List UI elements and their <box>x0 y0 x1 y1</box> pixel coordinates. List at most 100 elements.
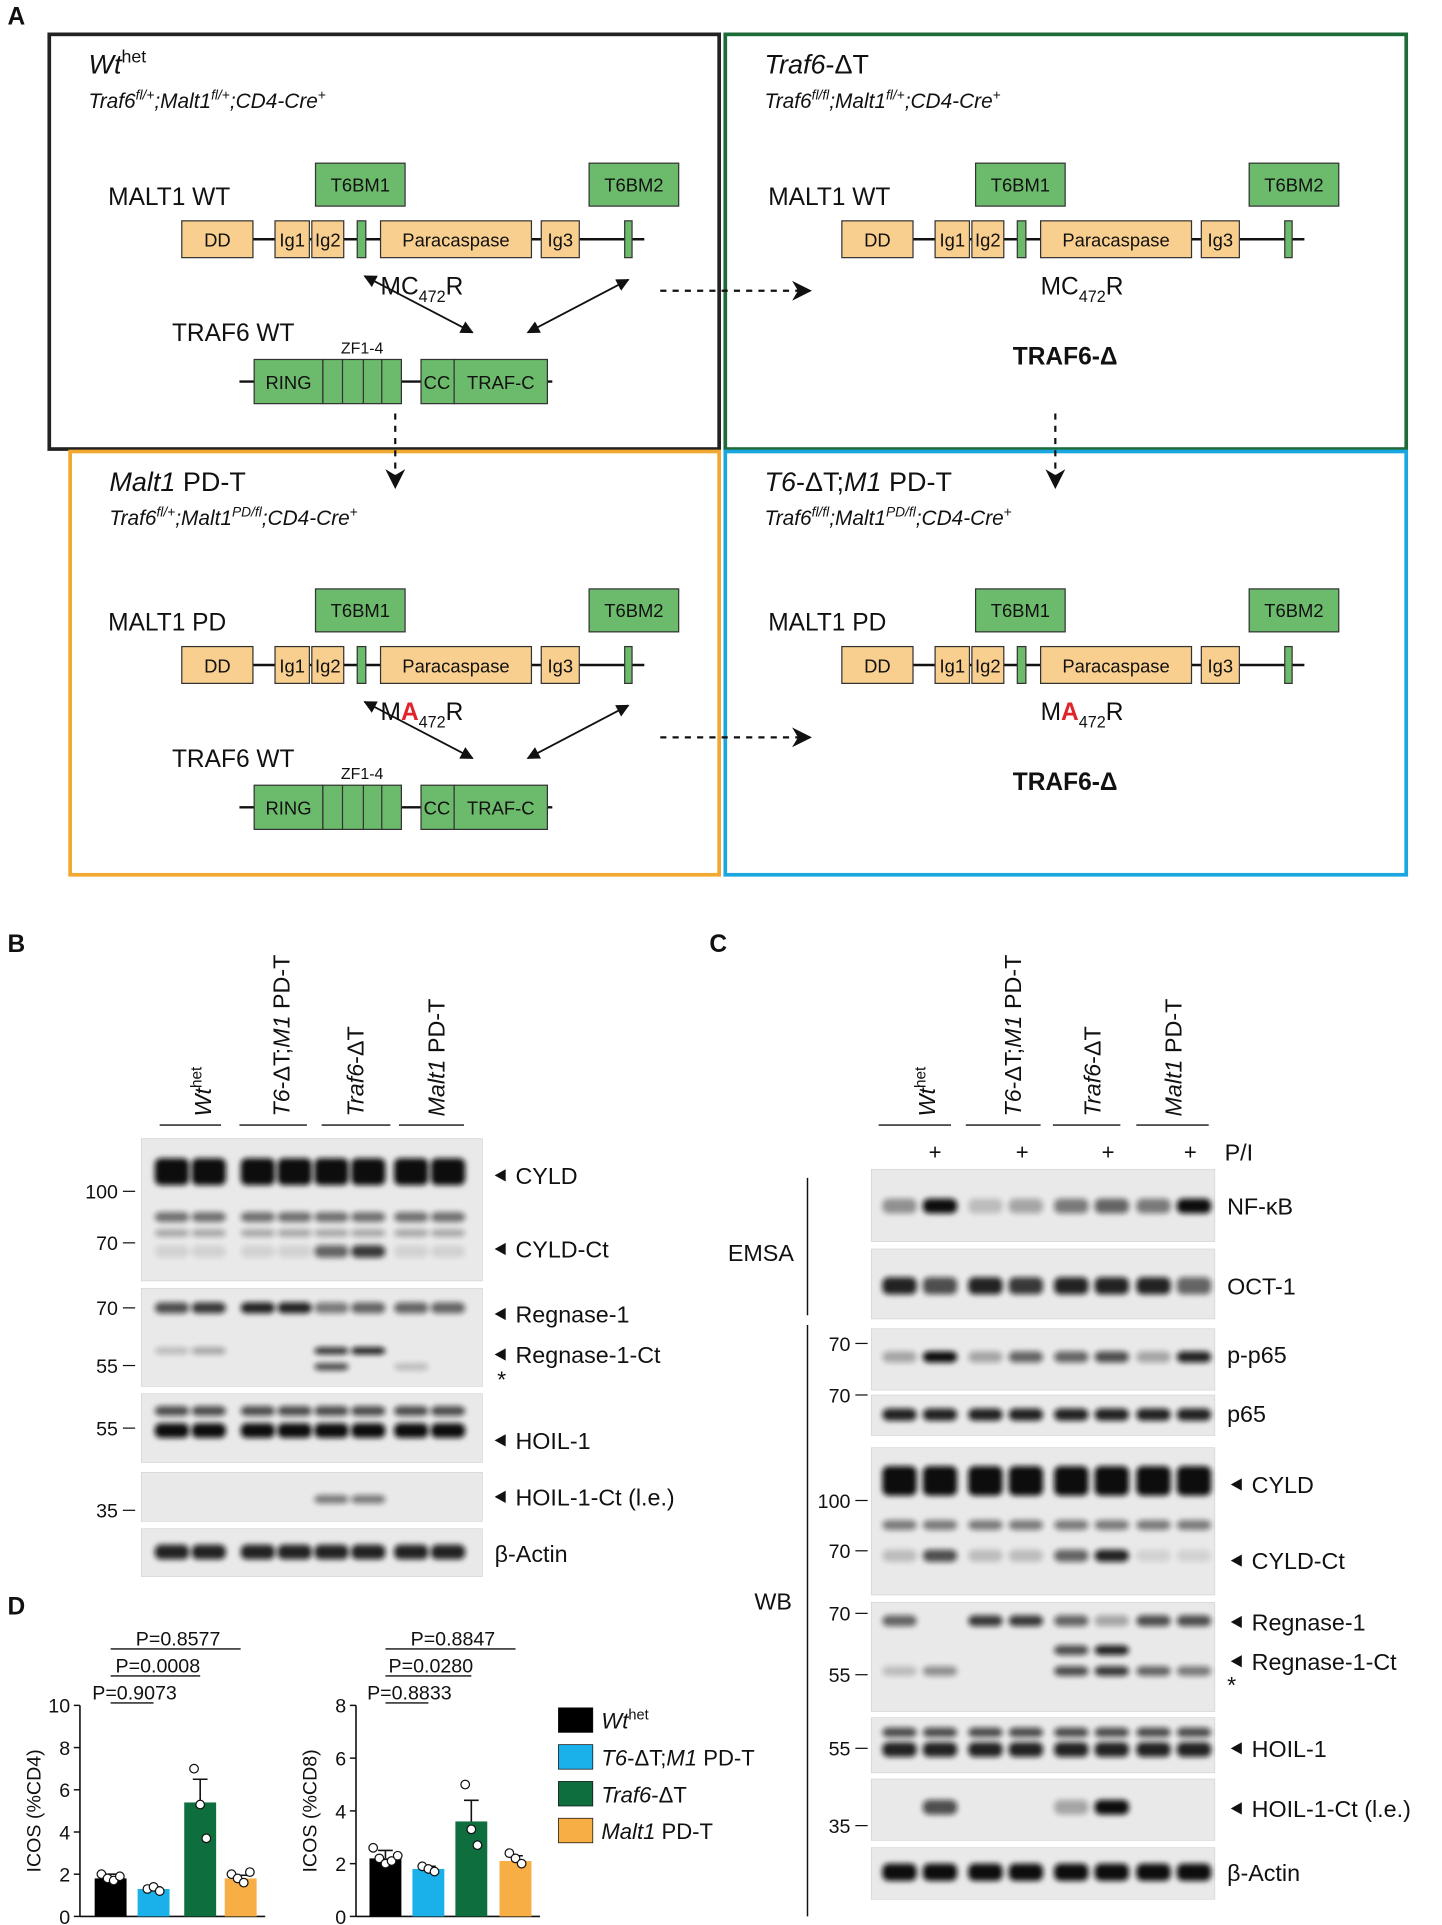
genotype-box <box>47 32 721 451</box>
motif-label: T6BM2 <box>1264 600 1323 621</box>
band-label: OCT-1 <box>1227 1273 1296 1299</box>
error-bar <box>378 1849 393 1859</box>
y-tick-label: 8 <box>335 1696 346 1718</box>
band-label: CYLD <box>515 1163 577 1189</box>
domain <box>322 358 403 405</box>
text-segment: Traf6 <box>601 1782 652 1807</box>
domain-label: DD <box>204 655 231 676</box>
mw-marker: 100 <box>818 1491 851 1513</box>
blot-band <box>314 1302 349 1314</box>
blot-band <box>1054 1408 1089 1421</box>
blot-band <box>394 1229 429 1237</box>
legend-swatch <box>558 1707 594 1733</box>
text-segment: PD-T <box>175 467 245 497</box>
domain-label: Paracaspase <box>402 655 509 676</box>
blot-band <box>882 1615 917 1627</box>
text-segment: Wt <box>190 1086 216 1116</box>
data-point <box>429 1866 440 1877</box>
treatment-sign: + <box>1016 1139 1029 1164</box>
blot-band <box>191 1212 226 1222</box>
blot-band <box>1136 1615 1171 1627</box>
interaction-arrow <box>526 278 630 334</box>
protein-label: MALT1 PD <box>768 610 886 637</box>
blot-band <box>882 1863 917 1881</box>
blot-band <box>314 1158 349 1186</box>
mw-marker: 70 <box>829 1541 851 1563</box>
blot-band <box>1054 1549 1089 1562</box>
motif-site <box>356 645 367 684</box>
data-point <box>238 1877 249 1888</box>
motif-label: T6BM2 <box>604 600 663 621</box>
blot-band <box>394 1245 429 1258</box>
text-segment: 472 <box>419 714 446 732</box>
blot-band <box>277 1229 312 1237</box>
bar <box>499 1861 532 1917</box>
blot-band <box>1176 1615 1212 1627</box>
motif-box <box>588 588 680 633</box>
active-site: MC472R <box>1041 273 1124 305</box>
text-segment: fl/fl <box>812 87 830 102</box>
motif-site <box>356 220 367 259</box>
blot-band <box>922 1666 958 1676</box>
deletion-label: TRAF6-Δ <box>1013 769 1118 796</box>
band-label: * <box>497 1367 506 1393</box>
domain-label: TRAF-C <box>467 372 534 393</box>
interaction-arrow <box>363 700 474 760</box>
domain <box>453 358 549 405</box>
panel-label: D <box>8 1594 26 1621</box>
text-segment: Traf6 <box>765 90 813 113</box>
domain-label: Ig2 <box>315 230 341 251</box>
box-genotype: Traf6fl/fl;Malt1fl/+;CD4-Cre+ <box>765 87 1001 113</box>
bar <box>137 1888 170 1917</box>
text-segment: + <box>1004 504 1012 519</box>
blot-band <box>240 1158 276 1186</box>
domain-label: DD <box>864 230 891 251</box>
y-axis-label: ICOS (%CD8) <box>300 1749 322 1872</box>
box-genotype: Traf6fl/fl;Malt1PD/fl;CD4-Cre+ <box>765 504 1012 530</box>
blot-band <box>1094 1198 1129 1214</box>
band-label: HOIL-1-Ct (l.e.) <box>1252 1796 1411 1822</box>
blot-band <box>240 1302 276 1314</box>
text-segment: fl/+ <box>136 87 155 102</box>
blot-band <box>1176 1408 1212 1421</box>
domain <box>420 358 455 405</box>
motif-site <box>624 220 633 259</box>
text-segment: Malt1 <box>1161 1060 1187 1117</box>
text-segment: T6 <box>269 1089 295 1116</box>
text-segment: M1 <box>666 1746 697 1771</box>
domain <box>253 784 324 830</box>
band-pointer <box>1230 1615 1242 1629</box>
text-segment: Wt <box>601 1709 629 1734</box>
treatment-sign: + <box>929 1139 942 1164</box>
domain-label: Ig3 <box>547 655 573 676</box>
lane-label: Wthet <box>912 1066 940 1117</box>
blot-band <box>922 1727 958 1738</box>
legend-label: T6-ΔT;M1 PD-T <box>601 1746 754 1771</box>
blot-band <box>1136 1351 1171 1363</box>
mw-marker: 70 <box>829 1385 851 1407</box>
band-pointer <box>494 1434 506 1447</box>
text-segment: -ΔT; <box>269 1048 295 1089</box>
blot-band <box>314 1423 349 1438</box>
text-segment: PD-T <box>1000 955 1026 1016</box>
blot-band <box>394 1363 429 1371</box>
blot-band <box>430 1229 466 1237</box>
text-segment: PD-T <box>655 1819 713 1844</box>
active-site: MC472R <box>381 273 464 305</box>
p-value: P=0.0008 <box>116 1655 201 1677</box>
protein-label: TRAF6 WT <box>172 320 295 347</box>
mw-marker: 55 <box>96 1418 118 1440</box>
text-segment: R <box>446 699 464 726</box>
band-pointer <box>494 1307 506 1321</box>
text-segment: + <box>350 504 358 519</box>
deletion-label: TRAF6-Δ <box>1013 343 1118 370</box>
blot-band <box>1054 1645 1089 1656</box>
lane-label: Malt1 PD-T <box>423 999 449 1117</box>
blot-band <box>1094 1666 1129 1676</box>
domain <box>971 220 1005 259</box>
legend-swatch <box>558 1781 594 1807</box>
blot-band <box>351 1302 386 1314</box>
blot-strip <box>870 1778 1216 1841</box>
panel-label: A <box>8 4 26 31</box>
blot-band <box>1094 1742 1129 1757</box>
